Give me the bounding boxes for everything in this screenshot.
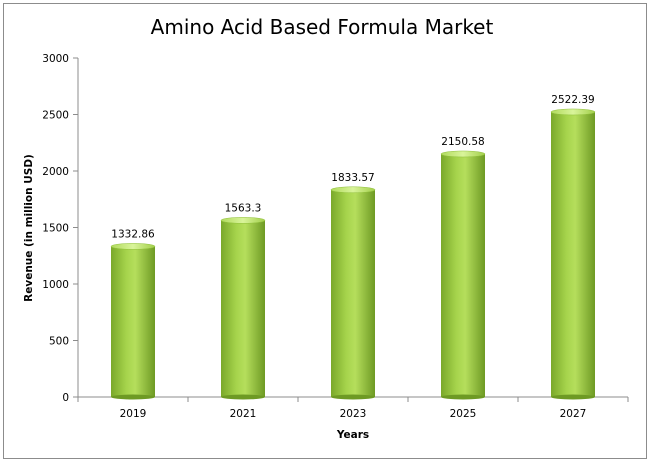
data-label: 1833.57 (331, 172, 374, 184)
x-tick-label: 2021 (230, 408, 257, 420)
x-axis-title: Years (336, 429, 369, 441)
chart-frame (3, 3, 647, 459)
bar-base (441, 394, 485, 400)
bar (550, 108, 596, 400)
y-axis-ticks: 0 500 1000 1500 2000 2500 3000 (42, 53, 78, 404)
bar-base (331, 394, 375, 400)
y-tick-label: 2500 (42, 110, 69, 122)
bar-body (441, 153, 485, 397)
data-label: 2150.58 (441, 136, 484, 148)
bar-base (551, 394, 595, 400)
y-tick-label: 1000 (42, 279, 69, 291)
bar-body (331, 189, 375, 397)
bar-base (111, 394, 155, 400)
y-tick-label: 3000 (42, 53, 69, 65)
bar-cap (440, 150, 486, 158)
bar (440, 150, 486, 400)
x-tick-label: 2019 (120, 408, 147, 420)
y-axis-title: Revenue (in million USD) (23, 154, 35, 302)
x-tick-label: 2023 (340, 408, 367, 420)
bar (110, 243, 156, 400)
bar-body (111, 246, 155, 397)
bar-body (551, 111, 595, 397)
y-tick-label: 500 (49, 336, 69, 348)
data-labels: 1332.86 1563.3 1833.57 2150.58 2522.39 (111, 94, 594, 240)
bar (330, 186, 376, 400)
y-tick-label: 0 (62, 392, 69, 404)
data-label: 1563.3 (225, 202, 262, 214)
x-axis-ticks: 2019 2021 2023 2025 2027 (77, 397, 629, 420)
x-tick-label: 2025 (450, 408, 477, 420)
y-tick-label: 2000 (42, 166, 69, 178)
x-tick-label: 2027 (560, 408, 587, 420)
bar-cap (550, 108, 596, 116)
data-label: 2522.39 (551, 94, 594, 106)
chart-title: Amino Acid Based Formula Market (151, 15, 494, 39)
bar-body (221, 220, 265, 397)
bar-series (110, 108, 596, 400)
y-tick-label: 1500 (42, 223, 69, 235)
bar-base (221, 394, 265, 400)
bar-cap (330, 186, 376, 194)
bar (220, 217, 266, 400)
data-label: 1332.86 (111, 228, 155, 240)
bar-cap (220, 217, 266, 224)
bar-cap (110, 243, 156, 250)
